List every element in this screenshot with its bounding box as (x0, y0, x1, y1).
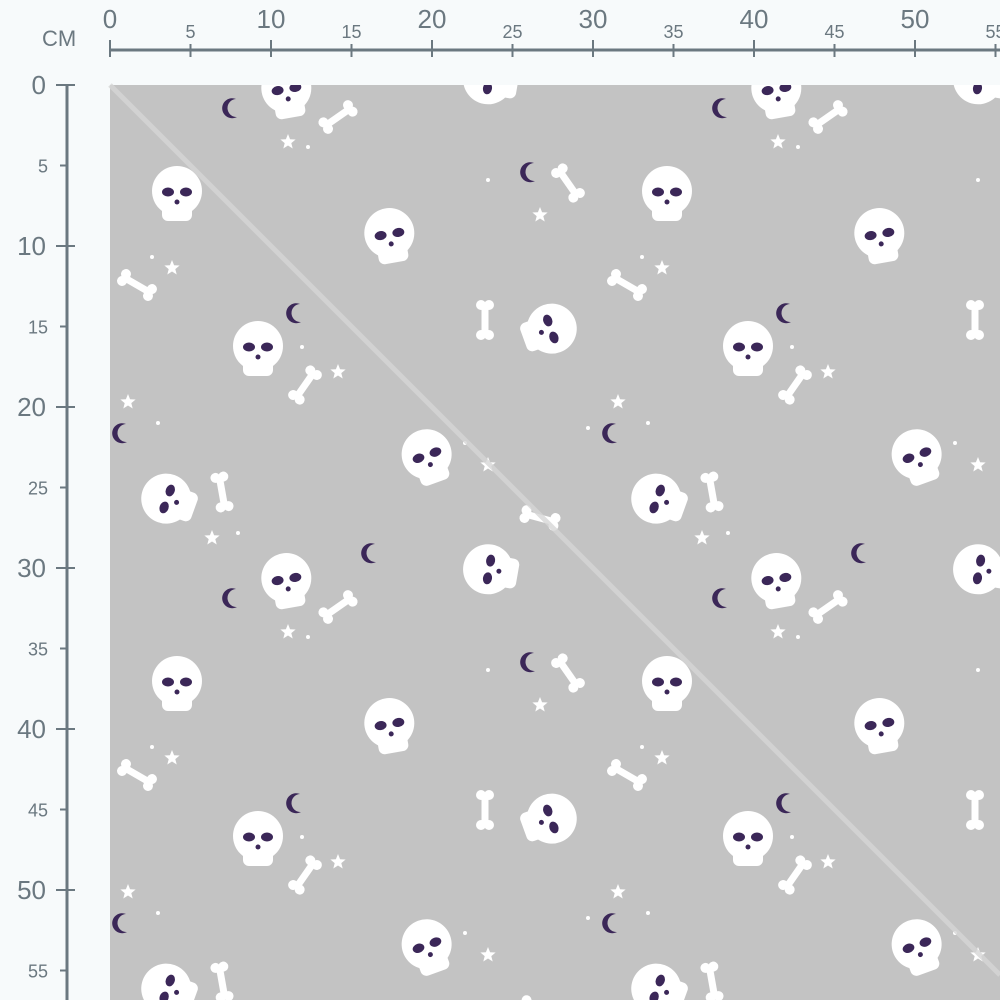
fold-line (108, 83, 1000, 977)
left-ruler-label: 20 (17, 392, 46, 422)
top-ruler-label: 40 (740, 4, 769, 34)
left-ruler-label: 10 (17, 231, 46, 261)
top-ruler-label: 45 (824, 22, 844, 42)
left-ruler-label: 50 (17, 875, 46, 905)
left-ruler-label: 45 (28, 801, 48, 821)
left-ruler-label: 40 (17, 714, 46, 744)
top-ruler-label: 10 (257, 4, 286, 34)
top-ruler-label: 25 (502, 22, 522, 42)
top-ruler-label: 30 (579, 4, 608, 34)
left-ruler-label: 5 (38, 157, 48, 177)
unit-label: CM (42, 26, 76, 51)
fabric-swatch (110, 85, 1000, 1000)
top-ruler: 0 5 10 15 20 25 30 35 40 45 50 55 (103, 4, 1000, 57)
left-ruler-label: 25 (28, 479, 48, 499)
left-ruler: 0 5 10 15 20 25 30 35 40 45 50 55 (17, 70, 75, 1000)
top-ruler-label: 35 (663, 22, 683, 42)
top-ruler-label: 20 (418, 4, 447, 34)
left-ruler-label: 15 (28, 318, 48, 338)
top-ruler-label: 0 (103, 4, 117, 34)
top-ruler-label: 50 (901, 4, 930, 34)
left-ruler-label: 0 (32, 70, 46, 100)
top-ruler-label: 15 (341, 22, 361, 42)
left-ruler-label: 55 (28, 962, 48, 982)
top-ruler-label: 5 (185, 22, 195, 42)
left-ruler-label: 35 (28, 640, 48, 660)
left-ruler-label: 30 (17, 553, 46, 583)
top-ruler-label: 55 (985, 22, 1000, 42)
